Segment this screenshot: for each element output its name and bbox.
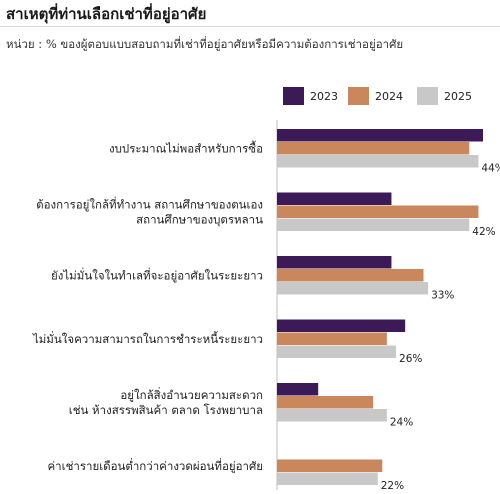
bar-2024-2 <box>277 205 479 218</box>
category-label-6: ค่าเช่ารายเดือนต่ำกว่าค่างวดผ่อนที่อยู่อ… <box>47 458 263 473</box>
bar-2024-3 <box>277 269 424 282</box>
bar-2025-4 <box>277 345 397 358</box>
legend-swatch-2024 <box>348 87 369 105</box>
bar-2023-4 <box>277 319 406 332</box>
bar-2023-1 <box>277 129 483 142</box>
bar-2025-1 <box>277 155 479 168</box>
data-label-6: 22% <box>381 480 404 492</box>
category-label-5-line-2: เช่น ห้างสรรพสินค้า ตลาด โรงพยาบาล <box>69 403 263 417</box>
category-label-2-line-2: สถานศึกษาของบุตรหลาน <box>136 212 263 226</box>
bar-2025-6 <box>277 472 378 485</box>
bar-2023-3 <box>277 256 392 269</box>
title-divider <box>0 26 500 27</box>
legend-label-2023: 2023 <box>310 90 338 103</box>
category-label-4: ไม่มั่นใจความสามารถในการชำระหนี้ระยะยาว <box>32 331 263 346</box>
bar-2024-6 <box>277 459 383 472</box>
data-label-1: 44% <box>481 163 500 175</box>
data-label-2: 42% <box>472 226 495 238</box>
category-label-5-line-1: อยู่ใกล้สิ่งอำนวยความสะดวก <box>120 387 263 402</box>
data-label-3: 33% <box>431 290 454 302</box>
category-label-3: ยังไม่มั่นใจในทำเลที่จะอยู่อาศัยในระยะยา… <box>51 267 263 282</box>
category-label-2-line-1: ต้องการอยู่ใกล้ที่ทำงาน สถานศึกษาของตนเอ… <box>36 196 263 211</box>
legend-swatch-2025 <box>417 87 438 105</box>
bar-2025-3 <box>277 282 429 295</box>
bar-2024-1 <box>277 142 470 155</box>
bar-2024-4 <box>277 332 387 345</box>
legend-label-2024: 2024 <box>375 90 403 103</box>
bar-2023-2 <box>277 192 392 205</box>
legend-label-2025: 2025 <box>444 90 472 103</box>
bar-2024-5 <box>277 396 374 409</box>
page-title: สาเหตุที่ท่านเลือกเช่าที่อยู่อาศัย <box>6 5 207 23</box>
bar-2025-5 <box>277 409 387 422</box>
data-label-5: 24% <box>390 417 413 429</box>
category-label-1: งบประมาณไม่พอสำหรับการซื้อ <box>109 140 263 155</box>
bar-2025-2 <box>277 218 470 231</box>
chart-subtitle: หน่วย : % ของผู้ตอบแบบสอบถามที่เช่าที่อย… <box>6 37 404 51</box>
data-label-4: 26% <box>399 353 422 365</box>
legend-swatch-2023 <box>283 87 304 105</box>
bar-2023-5 <box>277 383 319 396</box>
